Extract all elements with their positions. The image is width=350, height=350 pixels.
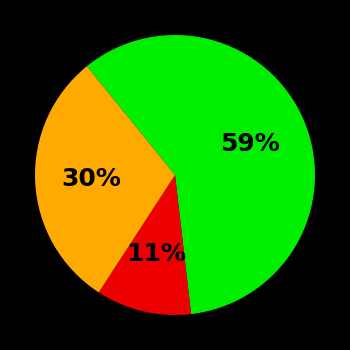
Wedge shape xyxy=(99,175,191,315)
Text: 30%: 30% xyxy=(61,167,121,191)
Wedge shape xyxy=(87,35,315,314)
Text: 59%: 59% xyxy=(220,132,280,155)
Text: 11%: 11% xyxy=(126,242,187,266)
Wedge shape xyxy=(35,66,175,292)
